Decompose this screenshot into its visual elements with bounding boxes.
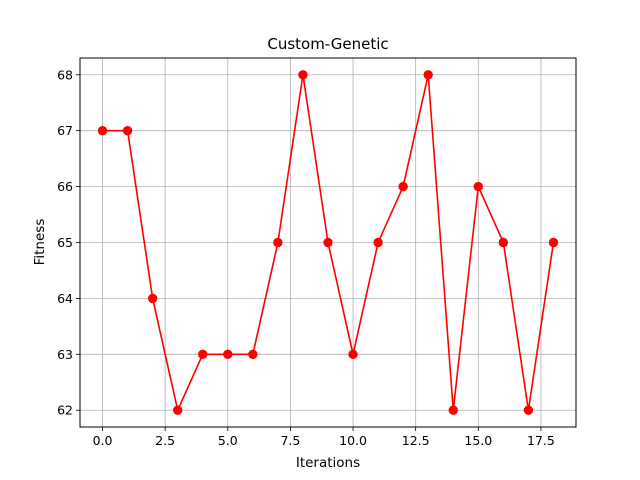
data-point bbox=[473, 181, 484, 192]
chart-title: Custom-Genetic bbox=[267, 35, 388, 53]
data-point bbox=[548, 237, 559, 248]
x-tick-label: 12.5 bbox=[402, 433, 430, 448]
data-point bbox=[348, 349, 358, 360]
x-axis: 0.0 2.5 5.0 7.5 10.0 12.5 15.0 17.5 bbox=[93, 427, 555, 448]
series-group bbox=[97, 70, 559, 415]
data-point bbox=[273, 237, 283, 248]
y-tick-label: 63 bbox=[57, 347, 73, 362]
data-point bbox=[172, 405, 183, 415]
y-tick-label: 64 bbox=[57, 291, 73, 306]
y-tick-label: 66 bbox=[57, 179, 73, 194]
x-tick-label: 2.5 bbox=[155, 433, 175, 448]
y-axis: 62 63 64 65 66 67 68 bbox=[57, 67, 80, 418]
grid bbox=[80, 58, 576, 427]
data-point bbox=[448, 405, 458, 415]
y-tick-label: 68 bbox=[57, 67, 73, 82]
x-tick-label: 17.5 bbox=[527, 433, 555, 448]
x-tick-label: 5.0 bbox=[218, 433, 238, 448]
data-point bbox=[523, 405, 534, 415]
x-tick-label: 0.0 bbox=[93, 433, 113, 448]
data-point bbox=[122, 125, 133, 136]
data-point bbox=[323, 237, 333, 248]
data-point bbox=[423, 70, 433, 80]
data-point bbox=[398, 181, 408, 192]
y-tick-label: 62 bbox=[57, 403, 73, 418]
y-tick-label: 65 bbox=[57, 235, 73, 250]
data-point bbox=[147, 293, 158, 304]
data-point bbox=[223, 349, 233, 360]
x-tick-label: 10.0 bbox=[339, 433, 367, 448]
data-point bbox=[97, 125, 108, 136]
data-point bbox=[498, 237, 509, 248]
data-point bbox=[248, 349, 258, 360]
y-axis-label: Fitness bbox=[32, 219, 48, 266]
data-point bbox=[373, 237, 383, 248]
data-point bbox=[198, 349, 208, 360]
x-axis-label: Iterations bbox=[296, 455, 360, 471]
x-tick-label: 7.5 bbox=[280, 433, 300, 448]
y-tick-label: 67 bbox=[57, 123, 73, 138]
x-tick-label: 15.0 bbox=[464, 433, 492, 448]
data-point bbox=[298, 70, 308, 80]
